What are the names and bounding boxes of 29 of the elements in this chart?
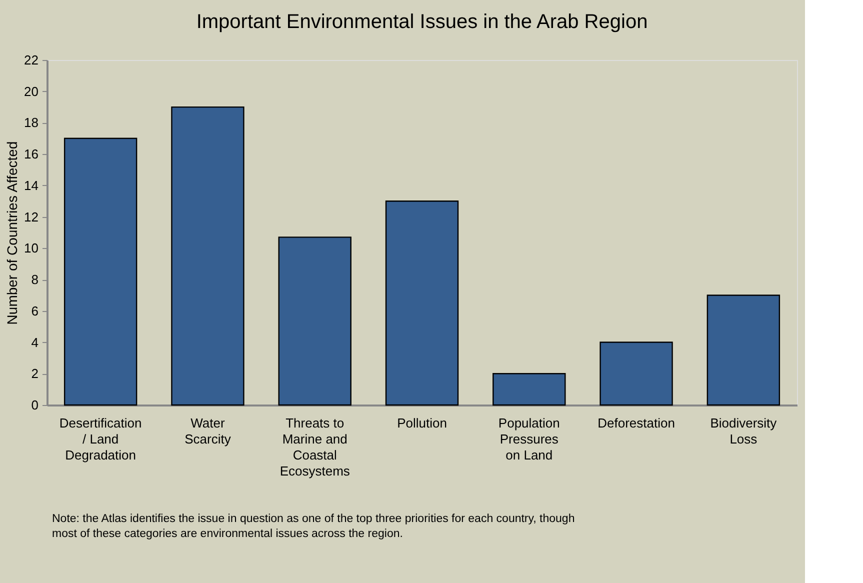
x-tick-label: Pollution: [397, 416, 447, 430]
y-axis-title: Number of Countries Affected: [4, 141, 20, 325]
y-tick-label: 8: [31, 272, 38, 288]
bar: [171, 106, 244, 406]
x-tick-label: Water Scarcity: [184, 416, 232, 446]
bar: [385, 200, 459, 406]
x-tick-label: Deforestation: [598, 416, 675, 430]
y-tick-label: 6: [31, 303, 38, 318]
bar: [492, 373, 566, 406]
y-tick-label: 12: [24, 209, 38, 224]
x-tick-label: Threats to Marine and Coastal Ecosystems: [280, 416, 350, 478]
bar: [278, 236, 352, 406]
y-tick-label: 0: [31, 398, 38, 412]
y-tick-label: 18: [24, 115, 38, 130]
x-tick-label: Population Pressures on Land: [498, 416, 560, 462]
y-tick-label: 20: [24, 84, 38, 99]
text: Note: the Atlas identifies the issue in question as one of the top three priorities for each country, though most of these categories are environmental issues across the region.: [52, 513, 575, 540]
y-tick-label: 22: [24, 52, 38, 68]
x-tick-label: Biodiversity Loss: [710, 416, 778, 446]
x-tick-label: Desertification / Land Degradation: [59, 416, 142, 462]
y-tick-label: 16: [24, 146, 38, 162]
y-tick-label: 14: [24, 178, 38, 193]
y-tick-label: 10: [24, 240, 38, 256]
chart-title: Important Environmental Issues in the Arab Region: [196, 11, 648, 33]
bar: [64, 138, 138, 406]
y-tick-label: 2: [31, 366, 38, 382]
bar: [706, 294, 780, 406]
bar: [600, 342, 673, 406]
y-tick-label: 4: [31, 334, 38, 350]
